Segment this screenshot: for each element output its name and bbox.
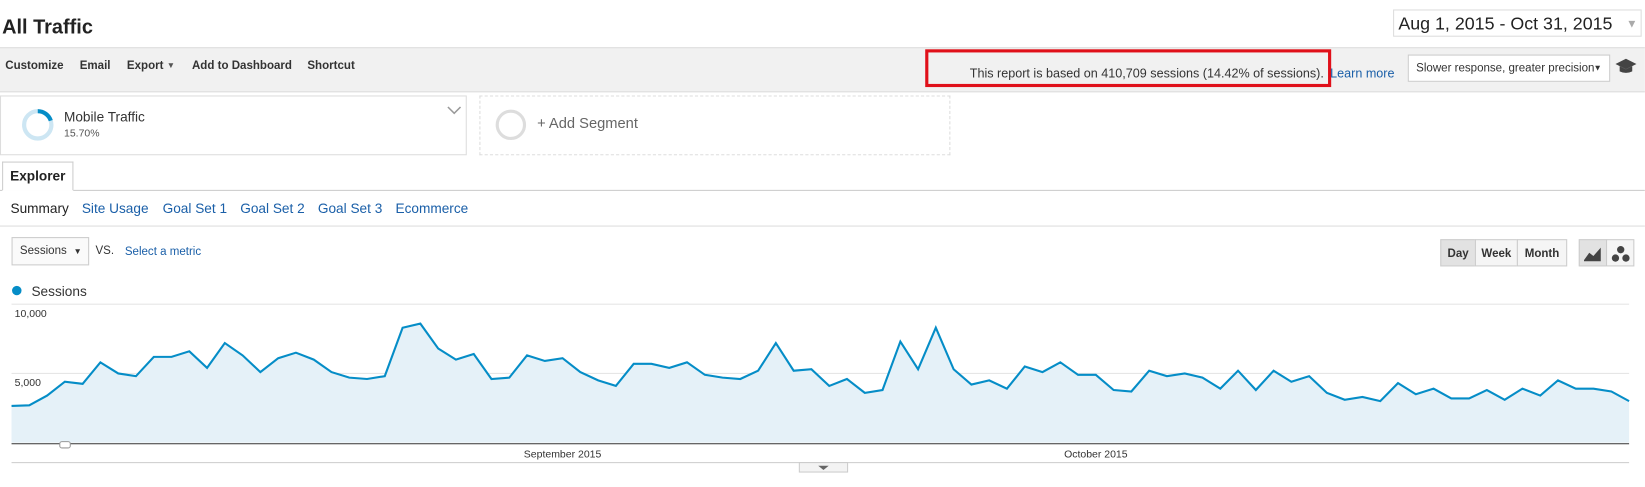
sampling-notice: This report is based on 410,709 sessions… [969,66,1324,81]
metric-select[interactable]: Sessions ▼ [11,237,90,266]
sub-tab[interactable]: Summary [10,200,69,217]
y-tick-label: 5,000 [15,378,41,389]
help-icon[interactable] [1613,58,1638,77]
x-tick-label: October 2015 [1064,449,1128,460]
tab-rule [0,189,1645,191]
segment-donut [22,109,54,141]
metric-select-text: Sessions [19,244,67,258]
select-metric-link[interactable]: Select a metric [124,245,202,259]
sub-tab[interactable]: Site Usage [81,200,149,217]
explorer-tab[interactable]: Explorer [2,161,74,191]
line-chart-button[interactable] [1578,239,1608,267]
interval-button[interactable]: Day [1440,239,1476,267]
sub-tab[interactable]: Ecommerce [395,200,469,217]
date-range-text: Aug 1, 2015 - Oct 31, 2015 [1398,13,1613,34]
add-segment[interactable] [479,95,951,156]
toolbar-item[interactable]: Customize [5,59,64,73]
segment-card[interactable] [0,95,467,156]
annotation-marker [59,441,71,449]
line [11,322,1630,408]
motion-chart-button[interactable] [1606,239,1635,267]
sub-tab[interactable]: Goal Set 1 [162,200,228,217]
precision-select-text: Slower response, greater precision [1416,61,1595,75]
add-segment-label[interactable]: + Add Segment [537,114,638,132]
precision-select[interactable]: Slower response, greater precision ▼ [1407,54,1611,82]
toolbar-item[interactable]: Add to Dashboard [191,59,292,73]
collapse-arrow [818,465,829,470]
interval-button[interactable]: Month [1516,239,1568,267]
y-tick-label: 10,000 [15,309,47,320]
learn-more-link[interactable]: Learn more [1330,66,1395,81]
legend-dot [12,285,22,296]
sub-tab-rule [0,225,1645,227]
dropdown-caret: ▼ [166,60,176,71]
segment-chevron[interactable] [447,105,462,115]
area [11,323,1630,443]
toolbar-item[interactable]: Export [126,59,164,73]
segment-share: 15.70% [63,127,100,140]
highlight-box [925,49,1332,88]
page-title: All Traffic [2,16,93,39]
date-range[interactable]: Aug 1, 2015 - Oct 31, 2015 ▼ [1393,9,1642,37]
legend-label: Sessions [31,284,86,299]
toolbar [0,47,1645,93]
add-segment-circle [495,109,527,141]
toolbar-item[interactable]: Email [79,59,111,73]
x-tick-label: September 2015 [524,449,602,460]
sub-tab[interactable]: Goal Set 3 [317,200,383,217]
chart: Sessions 5,000 10,000 September 2015 October… [11,284,1630,473]
toolbar-item[interactable]: Shortcut [307,59,355,73]
vs-label: VS. [95,244,115,258]
interval-button[interactable]: Week [1474,239,1518,267]
sub-tab[interactable]: Goal Set 2 [240,200,305,217]
segment-name: Mobile Traffic [63,109,145,125]
